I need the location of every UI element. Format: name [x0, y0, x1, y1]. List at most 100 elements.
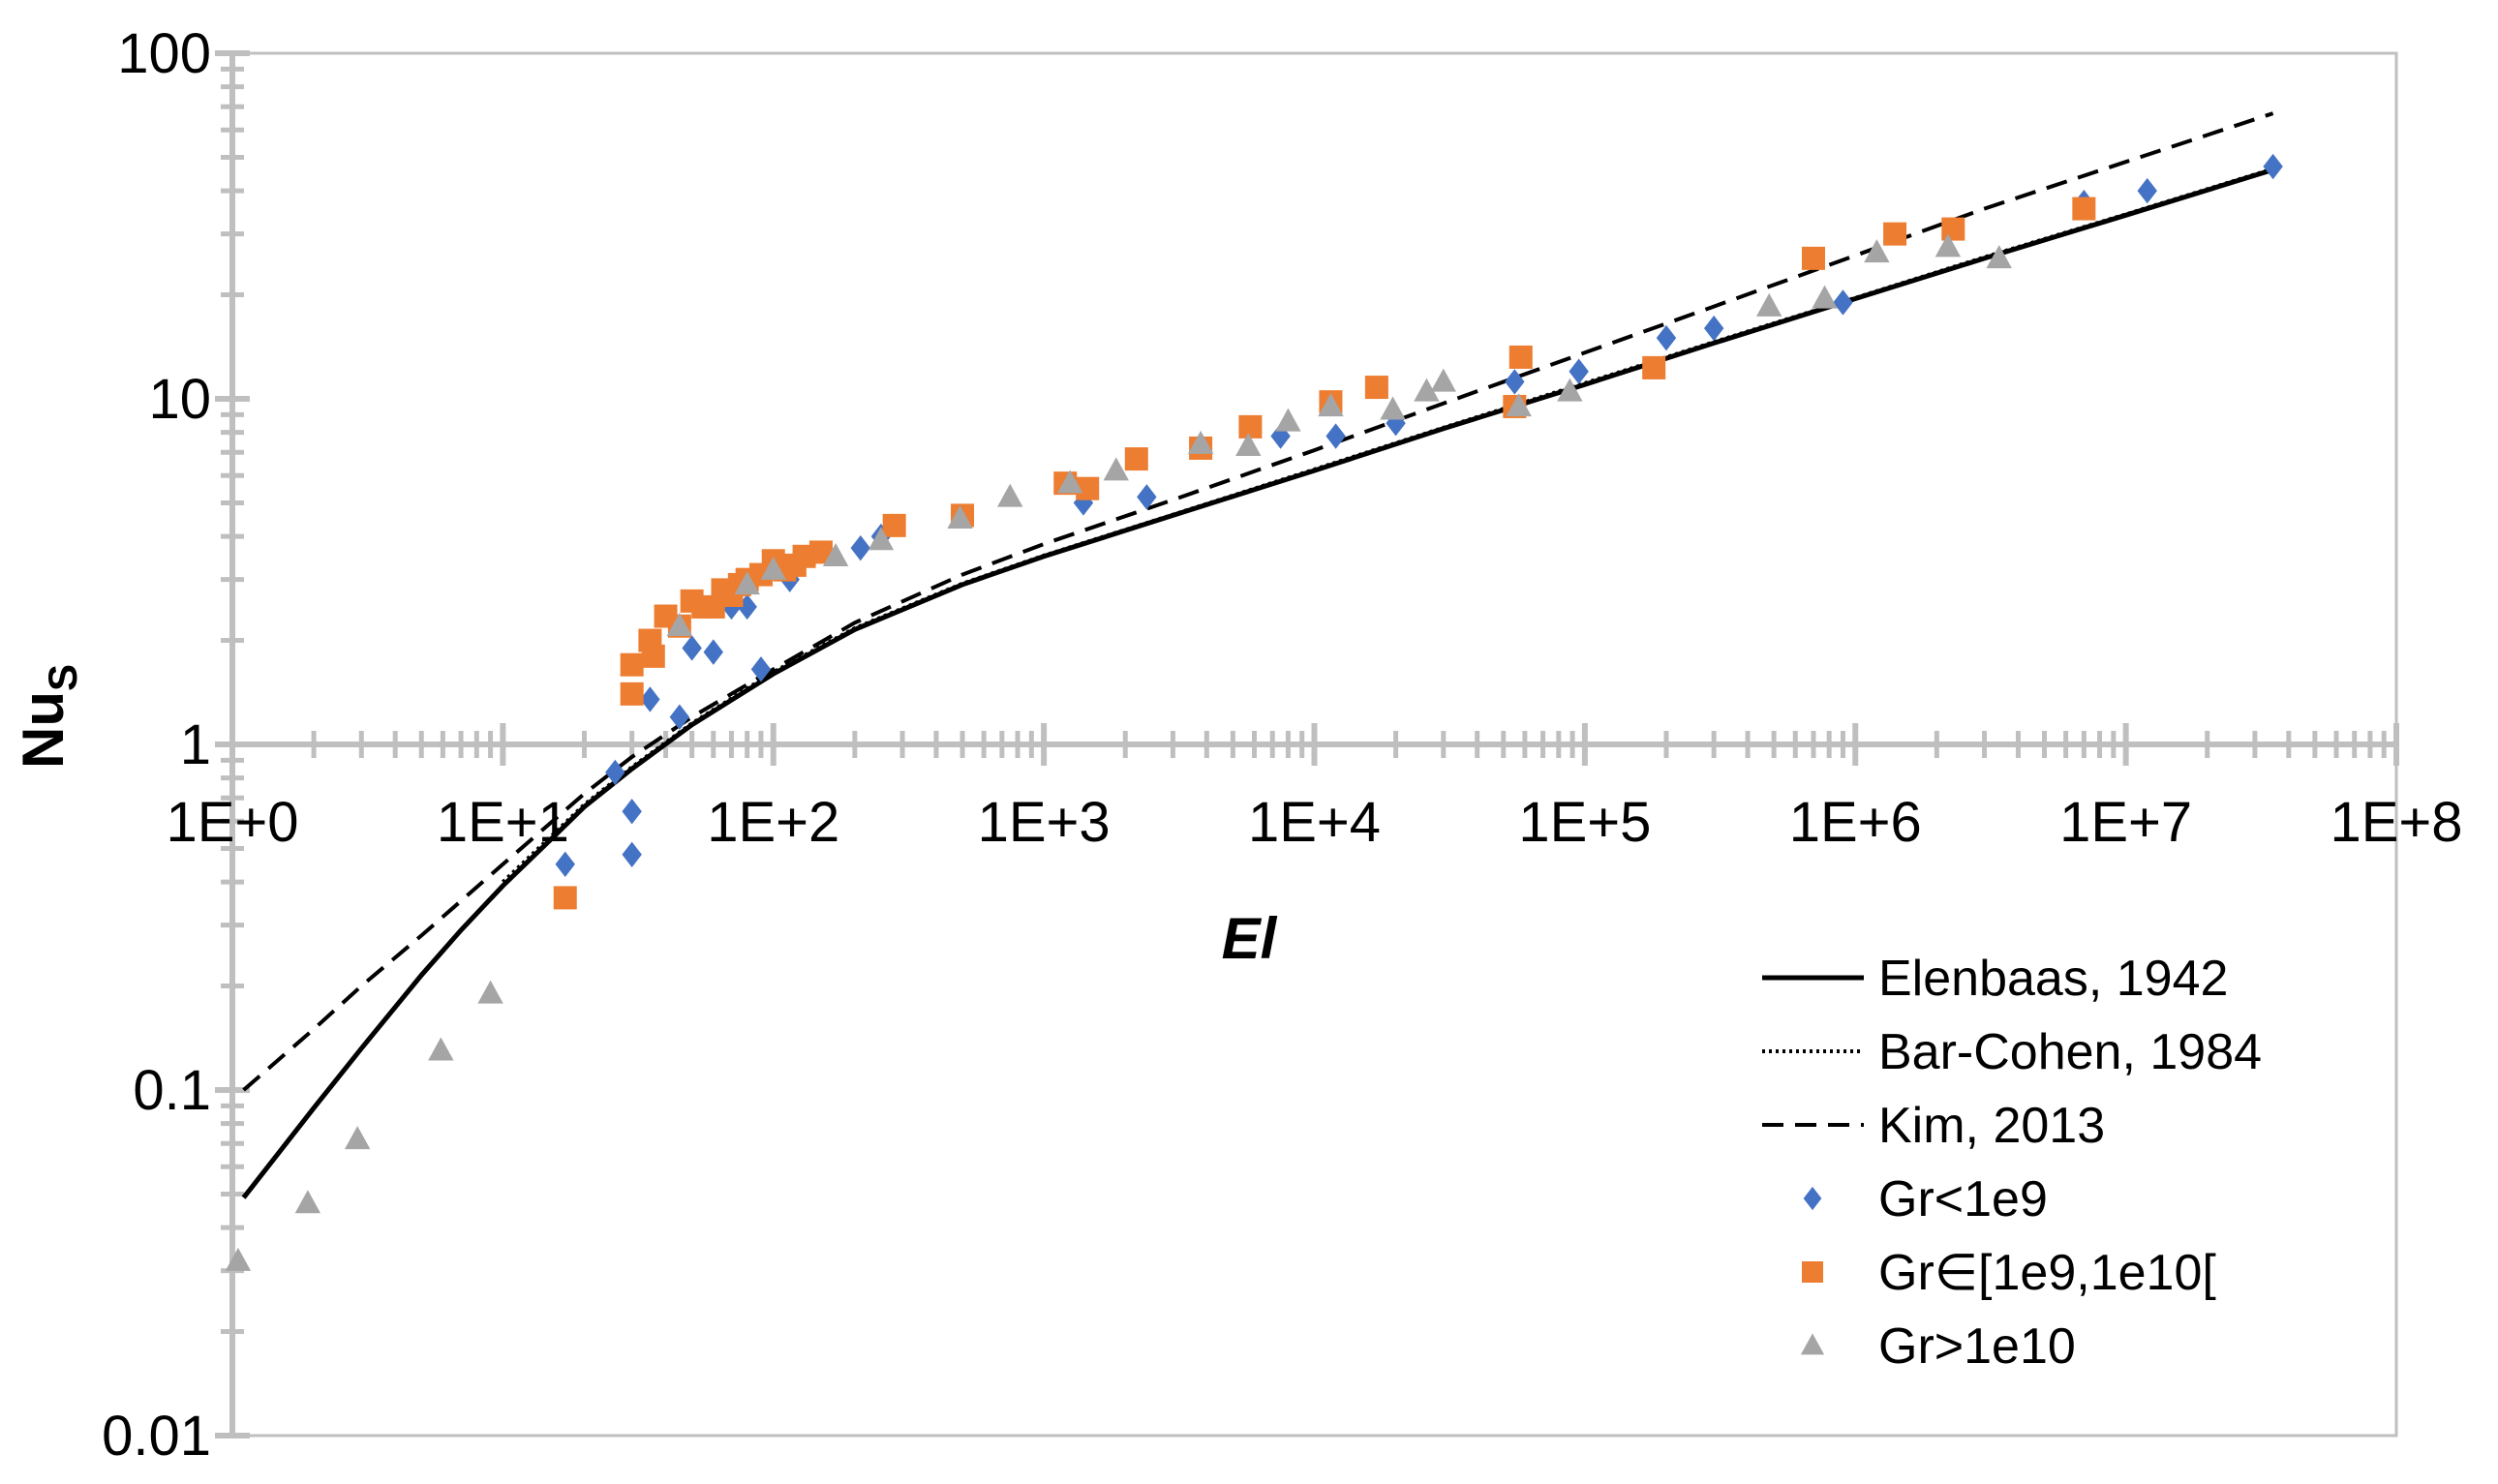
legend-swatch-triangle: [1800, 1333, 1825, 1355]
point-square: [620, 681, 644, 706]
x-tick-label: 1E+3: [978, 791, 1111, 854]
point-triangle: [1187, 430, 1214, 454]
legend-label: Elenbaas, 1942: [1878, 951, 2228, 1007]
point-square: [2072, 197, 2096, 221]
point-triangle: [1056, 469, 1083, 494]
point-diamond: [1505, 369, 1525, 395]
point-diamond: [750, 656, 772, 682]
point-square: [1801, 246, 1825, 270]
legend-label: Gr∈[1e9,1e10[: [1878, 1245, 2216, 1301]
x-tick-label: 1E+8: [2330, 791, 2462, 854]
line-bar-cohen-1984: [502, 167, 2274, 884]
x-tick-label: 1E+1: [437, 791, 569, 854]
point-triangle: [1864, 239, 1890, 263]
point-square: [1124, 447, 1148, 471]
y-tick-label: 10: [148, 368, 211, 431]
point-triangle: [225, 1247, 252, 1271]
point-diamond: [1325, 423, 1346, 449]
point-triangle: [1986, 245, 2012, 269]
x-tick-label: 1E+2: [707, 791, 839, 854]
point-diamond: [1073, 490, 1094, 516]
x-tick-label: 1E+7: [2059, 791, 2192, 854]
point-diamond: [682, 635, 702, 661]
x-tick-label: 1E+6: [1789, 791, 1922, 854]
point-triangle: [947, 505, 973, 530]
point-square: [1941, 217, 1965, 241]
legend-label: Bar-Cohen, 1984: [1878, 1024, 2262, 1080]
point-square: [882, 513, 906, 537]
point-diamond: [605, 759, 625, 786]
point-triangle: [1812, 285, 1838, 309]
point-triangle: [1235, 432, 1262, 456]
point-diamond: [1833, 289, 1853, 316]
point-diamond: [1656, 324, 1677, 351]
x-tick-label: 1E+0: [166, 791, 298, 854]
point-triangle: [1380, 396, 1406, 420]
legend-label: Gr<1e9: [1878, 1171, 2048, 1227]
y-tick-label: 1: [180, 713, 211, 776]
point-triangle: [344, 1126, 371, 1150]
y-axis-title: NuS: [11, 664, 85, 769]
y-axis-title-sub: S: [40, 664, 85, 691]
point-diamond: [703, 639, 723, 665]
point-triangle: [868, 527, 895, 551]
y-axis-title-main: Nu: [11, 691, 76, 769]
point-square: [1238, 414, 1263, 439]
tick-labels: 1E+0 1E+1 1E+2 1E+3 1E+4 1E+5 1E+6 1E+7 1E+8 0.01…: [102, 22, 2462, 1468]
point-square: [620, 652, 644, 677]
point-diamond: [2137, 177, 2157, 204]
point-triangle: [734, 571, 760, 595]
point-triangle: [1506, 393, 1532, 417]
point-diamond: [850, 534, 870, 561]
point-diamond: [1569, 358, 1589, 384]
point-triangle: [666, 612, 693, 636]
point-diamond: [1137, 484, 1157, 510]
x-tick-label: 1E+5: [1518, 791, 1651, 854]
point-triangle: [1318, 393, 1344, 417]
legend-label: Gr>1e10: [1878, 1318, 2076, 1375]
legend-entry: Gr<1e9: [1803, 1171, 2048, 1227]
point-triangle: [294, 1190, 321, 1214]
point-triangle: [1557, 378, 1583, 402]
point-diamond: [622, 841, 642, 867]
point-triangle: [428, 1037, 454, 1061]
y-tick-label: 0.1: [133, 1059, 211, 1122]
legend-label: Kim, 2013: [1878, 1098, 2105, 1154]
point-triangle: [1414, 378, 1440, 402]
y-tick-label: 0.01: [102, 1405, 211, 1468]
y-tick-label: 100: [117, 22, 211, 85]
x-axis-title: El: [1222, 906, 1278, 971]
point-triangle: [822, 542, 849, 566]
point-square: [1642, 355, 1666, 379]
legend-entry: Gr>1e10: [1800, 1318, 2076, 1375]
legend-entry: Gr∈[1e9,1e10[: [1802, 1245, 2216, 1301]
point-diamond: [1270, 423, 1291, 449]
data-points: [225, 153, 2283, 1271]
point-square: [553, 886, 577, 910]
point-diamond: [555, 851, 575, 878]
axis-ticks: [215, 50, 2399, 1439]
x-tick-label: 1E+4: [1248, 791, 1381, 854]
legend-entry: Elenbaas, 1942: [1762, 951, 2228, 1007]
line-kim-2013: [242, 111, 2274, 1092]
legend-swatch-square: [1802, 1261, 1823, 1283]
point-diamond: [640, 686, 660, 712]
point-triangle: [1755, 292, 1782, 317]
point-square: [641, 644, 665, 668]
point-diamond: [669, 704, 690, 730]
point-triangle: [1934, 233, 1962, 257]
legend-swatch-diamond: [1803, 1186, 1822, 1211]
point-diamond: [622, 798, 642, 825]
point-diamond: [1703, 315, 1724, 342]
point-triangle: [1103, 457, 1129, 481]
point-square: [1508, 345, 1533, 369]
point-triangle: [1430, 368, 1456, 392]
point-triangle: [997, 483, 1023, 507]
legend: Elenbaas, 1942 Bar-Cohen, 1984 Kim, 2013 Gr…: [1762, 951, 2262, 1375]
legend-entry: Kim, 2013: [1762, 1098, 2105, 1154]
legend-entry: Bar-Cohen, 1984: [1762, 1024, 2262, 1080]
point-triangle: [760, 556, 786, 580]
point-diamond: [2263, 153, 2283, 180]
point-triangle: [1275, 408, 1301, 432]
